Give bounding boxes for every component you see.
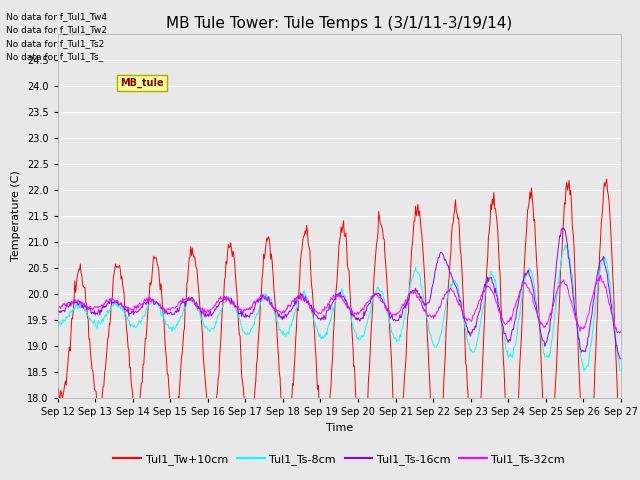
Text: No data for f_Tul1_Ts2: No data for f_Tul1_Ts2 [6, 39, 105, 48]
Y-axis label: Temperature (C): Temperature (C) [12, 170, 21, 262]
Text: No data for f_Tul1_Tw2: No data for f_Tul1_Tw2 [6, 25, 108, 35]
Text: No data for f_Tul1_Ts_: No data for f_Tul1_Ts_ [6, 52, 104, 61]
X-axis label: Time: Time [326, 423, 353, 433]
Legend: Tul1_Tw+10cm, Tul1_Ts-8cm, Tul1_Ts-16cm, Tul1_Ts-32cm: Tul1_Tw+10cm, Tul1_Ts-8cm, Tul1_Ts-16cm,… [109, 450, 570, 469]
Text: No data for f_Tul1_Tw4: No data for f_Tul1_Tw4 [6, 12, 108, 21]
Text: MB_tule: MB_tule [120, 78, 164, 88]
Title: MB Tule Tower: Tule Temps 1 (3/1/11-3/19/14): MB Tule Tower: Tule Temps 1 (3/1/11-3/19… [166, 16, 513, 31]
